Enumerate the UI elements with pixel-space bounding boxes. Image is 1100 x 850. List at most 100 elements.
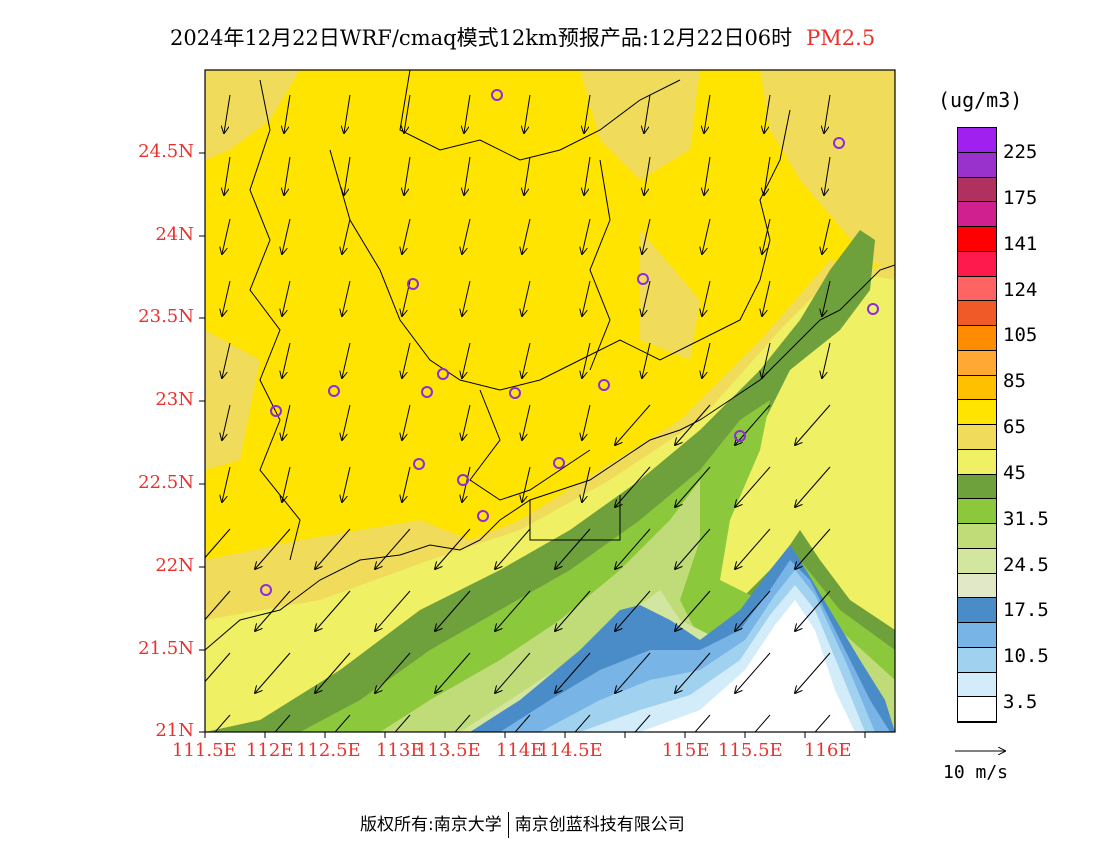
- lon-label: 116E: [804, 740, 852, 761]
- wind-arrow: [675, 590, 711, 631]
- wind-arrow: [315, 528, 351, 569]
- wind-arrow: [402, 342, 411, 378]
- wind-arrow: [754, 714, 771, 732]
- wind-arrow: [315, 652, 351, 693]
- station-marker: [407, 278, 419, 290]
- wind-arrow: [284, 156, 291, 195]
- station-marker: [598, 379, 610, 391]
- station-marker: [421, 386, 433, 398]
- lat-label: 24N: [155, 224, 194, 245]
- wind-arrow: [404, 94, 411, 133]
- colorbar: [957, 127, 997, 723]
- legend-label: 225: [1003, 141, 1038, 163]
- wind-arrow: [822, 342, 831, 378]
- wind-arrow: [522, 218, 531, 254]
- wind-arrow: [584, 94, 591, 133]
- wind-arrow: [435, 528, 471, 569]
- station-marker: [437, 368, 449, 380]
- monitoring-stations: [260, 89, 879, 596]
- colorbar-swatch: [958, 697, 996, 722]
- wind-arrow: [735, 404, 771, 445]
- title-main: 2024年12月22日WRF/cmaq模式12km预报产品:12月22日06时: [170, 26, 793, 50]
- wind-arrow: [795, 466, 831, 507]
- lon-label: 114.5E: [538, 740, 603, 761]
- wind-arrow: [735, 652, 771, 693]
- wind-arrow: [702, 280, 711, 316]
- wind-arrow: [795, 590, 831, 631]
- wind-arrow: [814, 714, 831, 732]
- lat-label: 23N: [155, 389, 194, 410]
- wind-arrow: [615, 404, 651, 445]
- wind-arrow: [555, 652, 591, 693]
- legend-label: 3.5: [1003, 691, 1038, 713]
- legend-label: 17.5: [1003, 599, 1049, 621]
- wind-arrow: [555, 528, 591, 569]
- wind-arrow: [342, 404, 351, 440]
- station-marker: [491, 89, 503, 101]
- lat-label: 22N: [155, 555, 194, 576]
- wind-arrow: [795, 404, 831, 445]
- colorbar-swatch: [958, 152, 996, 178]
- wind-arrow: [584, 156, 591, 195]
- wind-arrow: [315, 590, 351, 631]
- wind-arrow: [224, 94, 231, 133]
- wind-arrow: [675, 528, 711, 569]
- wind-arrow: [274, 714, 291, 732]
- lat-label: 24.5N: [138, 141, 194, 162]
- station-marker: [553, 457, 565, 469]
- wind-arrow: [222, 342, 231, 378]
- wind-arrow: [735, 528, 771, 569]
- wind-arrow: [495, 590, 531, 631]
- station-marker: [413, 458, 425, 470]
- wind-arrow: [402, 404, 411, 440]
- lat-label: 21.5N: [138, 638, 194, 659]
- wind-arrow: [402, 466, 411, 502]
- wind-arrow: [824, 156, 831, 195]
- wind-arrow: [222, 466, 231, 502]
- legend-label: 31.5: [1003, 508, 1049, 530]
- legend-label: 175: [1003, 187, 1038, 209]
- wind-arrow: [824, 94, 831, 133]
- lat-label: 21N: [155, 720, 194, 741]
- lon-label: 112.5E: [296, 740, 361, 761]
- lat-label: 23.5N: [138, 306, 194, 327]
- wind-arrow: [522, 404, 531, 440]
- colorbar-swatch: [958, 375, 996, 401]
- colorbar-swatch: [958, 177, 996, 203]
- wind-arrow: [795, 652, 831, 693]
- wind-arrow: [342, 342, 351, 378]
- reference-vector-label: 10 m/s: [943, 762, 1009, 783]
- wind-arrow: [282, 280, 291, 316]
- wind-arrow: [344, 94, 351, 133]
- wind-arrow: [644, 156, 651, 195]
- lat-label: 22.5N: [138, 472, 194, 493]
- wind-arrow: [284, 94, 291, 133]
- wind-arrow: [462, 218, 471, 254]
- wind-arrow: [282, 404, 291, 440]
- colorbar-swatch: [958, 623, 996, 648]
- wind-arrow: [704, 94, 711, 133]
- wind-arrow: [462, 342, 471, 378]
- legend-label: 85: [1003, 370, 1026, 392]
- wind-arrow: [282, 466, 291, 502]
- lon-label: 115E: [662, 740, 710, 761]
- wind-arrow: [644, 94, 651, 133]
- colorbar-swatch: [958, 598, 996, 623]
- legend-units: (ug/m3): [938, 88, 1023, 112]
- colorbar-swatch: [958, 647, 996, 673]
- wind-arrow: [702, 218, 711, 254]
- colorbar-swatch: [958, 548, 996, 574]
- wind-arrow: [762, 280, 771, 316]
- colorbar-swatch: [958, 350, 996, 376]
- wind-arrow: [214, 714, 231, 732]
- legend-label: 45: [1003, 462, 1026, 484]
- colorbar-swatch: [958, 474, 996, 500]
- colorbar-swatch: [958, 251, 996, 277]
- wind-arrow: [582, 466, 591, 502]
- wind-arrow: [375, 590, 411, 631]
- wind-arrow: [205, 590, 231, 621]
- wind-arrow: [282, 342, 291, 378]
- wind-arrow: [702, 342, 711, 378]
- copyright-left: 版权所有:南京大学: [360, 815, 502, 835]
- wind-arrow: [464, 94, 471, 133]
